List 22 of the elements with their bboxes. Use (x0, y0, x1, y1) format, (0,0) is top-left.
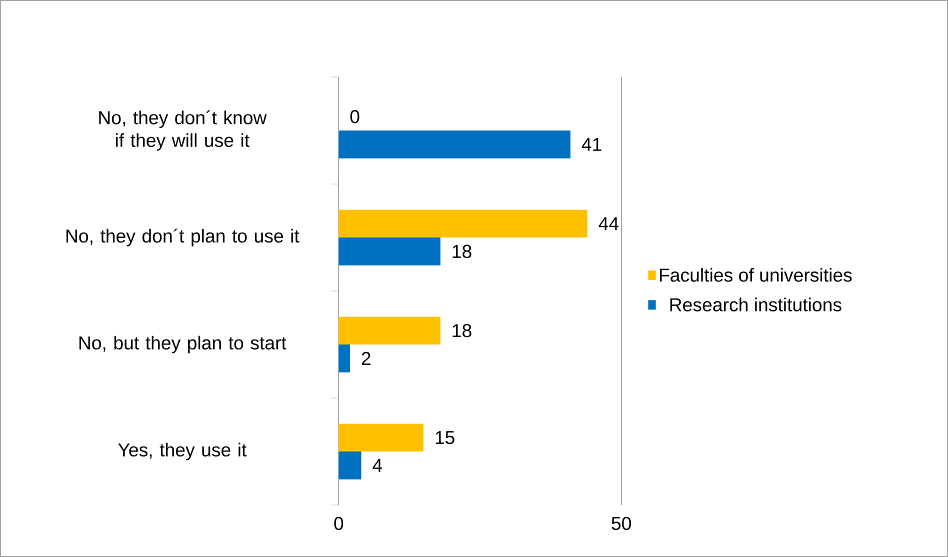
data-label: 18 (452, 244, 472, 258)
bar (338, 316, 440, 345)
bar (338, 210, 588, 238)
data-label: 15 (436, 431, 454, 444)
legend-label: Research institutions (670, 298, 842, 312)
y-tick-label: No, they don´t know if they will use it (99, 110, 267, 151)
y-tick-label: No, but they plan to start (79, 336, 286, 354)
bar (338, 344, 350, 372)
legend-label: Faculties of universities (660, 268, 852, 282)
x-tick-label: 50 (612, 516, 631, 530)
data-label: 0 (350, 110, 360, 124)
bar (338, 424, 424, 452)
y-tick-label: No, they don´t plan to use it (66, 228, 300, 246)
data-label: 41 (582, 138, 602, 151)
bar (338, 451, 362, 480)
data-label: 18 (452, 324, 472, 338)
bar (338, 238, 440, 266)
y-tick-label: Yes, they use it (118, 442, 247, 460)
data-label: 2 (362, 352, 370, 365)
data-label: 4 (372, 458, 382, 472)
data-label: 44 (598, 217, 619, 230)
bar (338, 130, 570, 158)
